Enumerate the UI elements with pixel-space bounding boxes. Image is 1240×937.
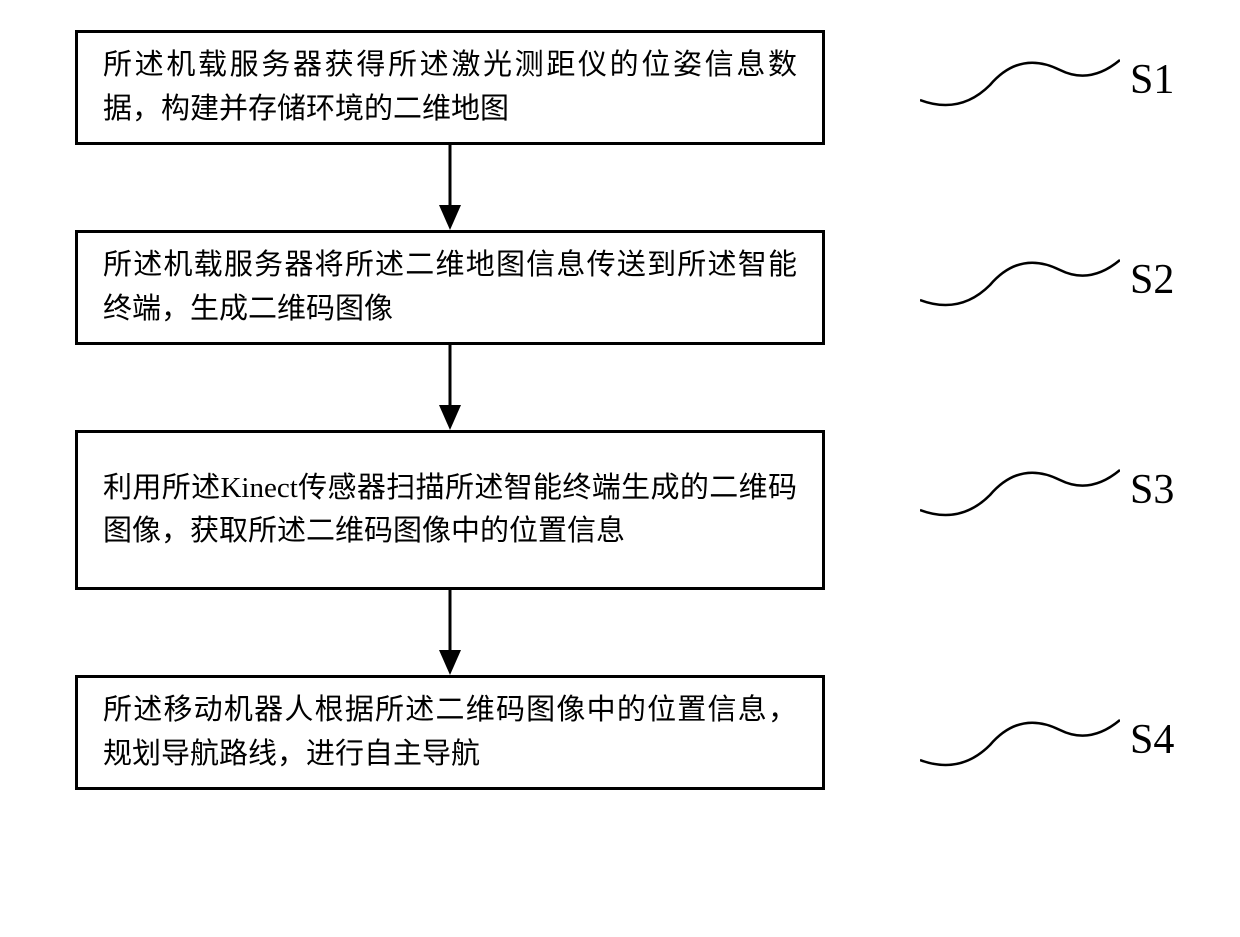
label-s4-container: S4 [920,690,1200,790]
flow-step-2: 所述机载服务器将所述二维地图信息传送到所述智能终端，生成二维码图像 [75,230,825,345]
arrow-down-icon [435,145,465,230]
label-s1-container: S1 [920,30,1200,130]
label-s4-text: S4 [1130,716,1174,764]
arrow-down-icon [435,590,465,675]
arrow-1 [75,145,825,230]
flowchart-container: 所述机载服务器获得所述激光测距仪的位姿信息数据，构建并存储环境的二维地图 所述机… [75,30,1165,790]
flow-step-1-text: 所述机载服务器获得所述激光测距仪的位姿信息数据，构建并存储环境的二维地图 [103,44,797,131]
connector-curve-icon [920,230,1120,330]
label-s3-text: S3 [1130,466,1174,514]
arrow-3 [75,590,825,675]
arrow-down-icon [435,345,465,430]
connector-curve-icon [920,440,1120,540]
label-s1-text: S1 [1130,56,1174,104]
flow-step-3: 利用所述Kinect传感器扫描所述智能终端生成的二维码图像，获取所述二维码图像中… [75,430,825,590]
flow-step-2-text: 所述机载服务器将所述二维地图信息传送到所述智能终端，生成二维码图像 [103,244,797,331]
flow-step-3-text: 利用所述Kinect传感器扫描所述智能终端生成的二维码图像，获取所述二维码图像中… [103,467,797,554]
flow-step-1: 所述机载服务器获得所述激光测距仪的位姿信息数据，构建并存储环境的二维地图 [75,30,825,145]
flow-step-4: 所述移动机器人根据所述二维码图像中的位置信息，规划导航路线，进行自主导航 [75,675,825,790]
flow-step-4-text: 所述移动机器人根据所述二维码图像中的位置信息，规划导航路线，进行自主导航 [103,689,797,776]
connector-curve-icon [920,30,1120,130]
connector-curve-icon [920,690,1120,790]
arrow-2 [75,345,825,430]
label-s2-text: S2 [1130,256,1174,304]
label-s2-container: S2 [920,230,1200,330]
label-s3-container: S3 [920,440,1200,540]
